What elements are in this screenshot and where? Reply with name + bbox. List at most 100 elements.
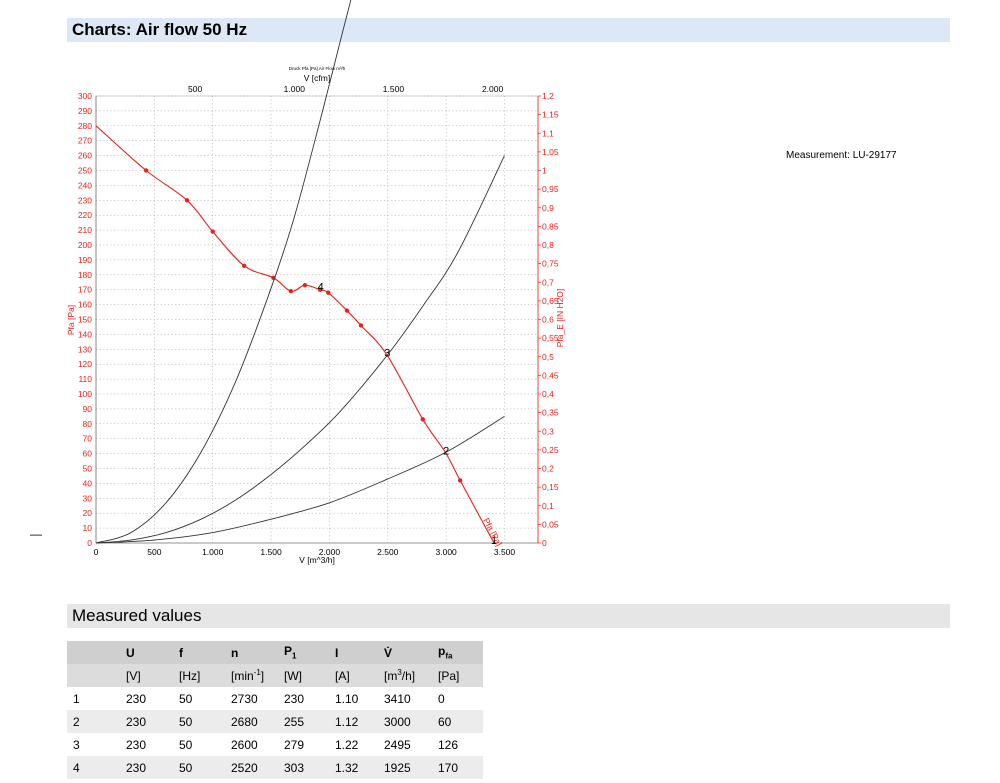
x-bottom-tick-label: 500 <box>147 547 161 557</box>
pfa-marker <box>344 308 350 313</box>
table-units-row: [V] [Hz] [min-1] [W] [A] [m3/h] [Pa] <box>67 664 483 687</box>
pfa-marker <box>457 478 463 483</box>
y-left-tick-label: 50 <box>83 464 93 474</box>
y-left-tick-label: 250 <box>78 166 92 176</box>
table-cell: 230 <box>120 710 173 733</box>
y-left-tick-label: 230 <box>78 195 92 205</box>
y-right-tick-label: 0,2 <box>542 464 554 474</box>
plot-frame <box>95 95 539 544</box>
column-header: pfa <box>432 641 483 664</box>
y-left-tick-label: 300 <box>78 91 92 101</box>
x-top-tick-label: 1.500 <box>383 84 405 94</box>
y-left-tick-label: 20 <box>83 508 93 518</box>
pfa-marker <box>302 283 308 288</box>
table-cell: 1.32 <box>329 756 378 779</box>
y-right-tick-label: 0,85 <box>542 221 559 231</box>
table-cell: 230 <box>278 687 329 710</box>
table-row: 1 230 50 2730 230 1.10 3410 0 <box>67 687 483 710</box>
y-right-tick-label: 0,95 <box>542 184 559 194</box>
x-bottom-tick-label: 1.000 <box>202 547 224 557</box>
column-header: n <box>225 641 278 664</box>
y-right-tick-label: 0,65 <box>542 296 559 306</box>
x-bottom-tick-label: 3.000 <box>436 547 458 557</box>
values-section-title: Measured values <box>72 606 202 625</box>
y-right-tick-label: 0,25 <box>542 445 559 455</box>
y-right-tick-label: 1,05 <box>542 147 559 157</box>
x-bottom-tick-label: 2.000 <box>319 547 341 557</box>
table-cell: 255 <box>278 710 329 733</box>
y-right-tick-label: 0,4 <box>542 389 554 399</box>
pfa-marker <box>184 198 190 203</box>
table-cell: 230 <box>120 756 173 779</box>
y-left-tick-label: 130 <box>78 344 92 354</box>
y-right-tick-label: 1 <box>542 166 547 176</box>
x-bottom-axis-label: V [m^3/h] <box>299 555 335 565</box>
table-cell: 2680 <box>225 710 278 733</box>
y-right-axis-label: Pfa_E [IN H2O] <box>555 289 565 348</box>
table-cell: 1 <box>67 687 120 710</box>
y-right-tick-label: 0 <box>542 538 547 548</box>
x-bottom-tick-label: 3.500 <box>494 547 516 557</box>
column-header: I <box>329 641 378 664</box>
table-cell: 1.10 <box>329 687 378 710</box>
system-curve-2 <box>95 155 505 544</box>
y-right-tick-label: 0,8 <box>542 240 554 250</box>
y-right-tick-label: 0,15 <box>542 482 559 492</box>
y-right-tick-label: 0,6 <box>542 315 554 325</box>
table-cell: 4 <box>67 756 120 779</box>
y-left-tick-label: 170 <box>78 285 92 295</box>
y-left-tick-label: 290 <box>78 106 92 116</box>
table-cell: 279 <box>278 733 329 756</box>
column-header: P1 <box>278 641 329 664</box>
operating-point-label: 1 <box>491 535 497 547</box>
table-row: 3 230 50 2600 279 1.22 2495 126 <box>67 733 483 756</box>
table-cell: 3000 <box>378 710 432 733</box>
chart-section-title: Charts: Air flow 50 Hz <box>72 20 248 39</box>
table-cell: 0 <box>432 687 483 710</box>
y-left-tick-label: 140 <box>78 329 92 339</box>
y-right-tick-label: 0,35 <box>542 408 559 418</box>
y-left-axis-label: Pfa [Pa] <box>66 305 76 335</box>
y-left-tick-label: 210 <box>78 225 92 235</box>
y-right-tick-label: 0,7 <box>542 277 554 287</box>
unit-cell: [min-1] <box>225 664 278 687</box>
x-top-tick-label: 1.000 <box>284 84 306 94</box>
y-left-tick-label: 220 <box>78 210 92 220</box>
table-cell: 303 <box>278 756 329 779</box>
x-top-tick-label: 500 <box>188 84 202 94</box>
y-left-tick-label: 190 <box>78 255 92 265</box>
system-curve-1 <box>95 0 352 544</box>
column-header: U <box>120 641 173 664</box>
y-right-tick-label: 0,45 <box>542 370 559 380</box>
y-right-tick-label: 1,1 <box>542 128 554 138</box>
y-left-tick-label: 240 <box>78 180 92 190</box>
operating-point-label: 2 <box>443 446 449 458</box>
table-cell: 3410 <box>378 687 432 710</box>
unit-cell: [Pa] <box>432 664 483 687</box>
table-cell: 230 <box>120 687 173 710</box>
table-cell: 50 <box>173 710 225 733</box>
table-cell: 1.22 <box>329 733 378 756</box>
pfa-marker <box>143 168 149 173</box>
table-cell: 3 <box>67 733 120 756</box>
x-top-axis-label: V [cfm] <box>304 73 330 83</box>
y-left-tick-label: 90 <box>83 404 93 414</box>
y-left-tick-label: 120 <box>78 359 92 369</box>
y-right-tick-label: 0,3 <box>542 426 554 436</box>
air-flow-chart: 0102030405060708090100110120130140150160… <box>66 0 565 565</box>
table-cell: 126 <box>432 733 483 756</box>
table-cell: 50 <box>173 687 225 710</box>
table-cell: 2495 <box>378 733 432 756</box>
y-right-tick-label: 1,15 <box>542 110 559 120</box>
y-right-tick-label: 0,9 <box>542 203 554 213</box>
x-bottom-tick-label: 0 <box>94 547 99 557</box>
y-left-tick-label: 160 <box>78 300 92 310</box>
y-left-tick-label: 0 <box>87 538 92 548</box>
table-cell: 170 <box>432 756 483 779</box>
y-right-tick-label: 0,75 <box>542 259 559 269</box>
chart-top-caption: Druck Pfa [Pa] Air Flow m³/h <box>289 66 346 71</box>
y-left-tick-label: 70 <box>83 434 93 444</box>
pfa-marker <box>326 290 331 295</box>
